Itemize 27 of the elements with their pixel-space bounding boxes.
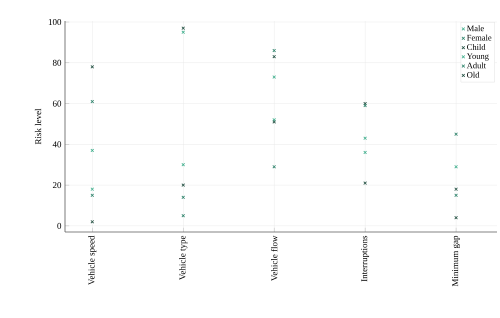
y-tick-label: 40 bbox=[52, 141, 62, 148]
point bbox=[181, 162, 186, 167]
x-tick-label: Minimum gap bbox=[452, 236, 460, 286]
point bbox=[90, 187, 94, 191]
y-tick-label: 0 bbox=[57, 222, 62, 229]
y-tick-label: 100 bbox=[48, 18, 62, 26]
legend-label: Child bbox=[467, 44, 486, 50]
legend-label: Male bbox=[466, 25, 484, 32]
x-tick-label: Vehicle flow bbox=[270, 236, 278, 281]
x-tick-label: Interruptions bbox=[361, 236, 370, 282]
point bbox=[181, 214, 186, 218]
point bbox=[272, 164, 276, 169]
point bbox=[363, 181, 367, 185]
point bbox=[272, 54, 276, 58]
y-tick-label: 20 bbox=[52, 182, 62, 188]
legend-label: Old bbox=[467, 72, 480, 78]
y-axis-title: Risk level bbox=[34, 108, 42, 144]
x-tick-label: Vehicle type bbox=[179, 236, 188, 280]
x-tick-label: Vehicle speed bbox=[88, 236, 96, 285]
y-tick-label: 80 bbox=[52, 60, 62, 66]
legend-label: Young bbox=[466, 53, 489, 61]
point bbox=[90, 193, 94, 198]
legend-label: Adult bbox=[466, 62, 486, 68]
point bbox=[181, 30, 186, 34]
y-tick-label: 60 bbox=[52, 100, 62, 107]
legend-label: Female bbox=[466, 34, 492, 41]
point bbox=[90, 220, 94, 224]
